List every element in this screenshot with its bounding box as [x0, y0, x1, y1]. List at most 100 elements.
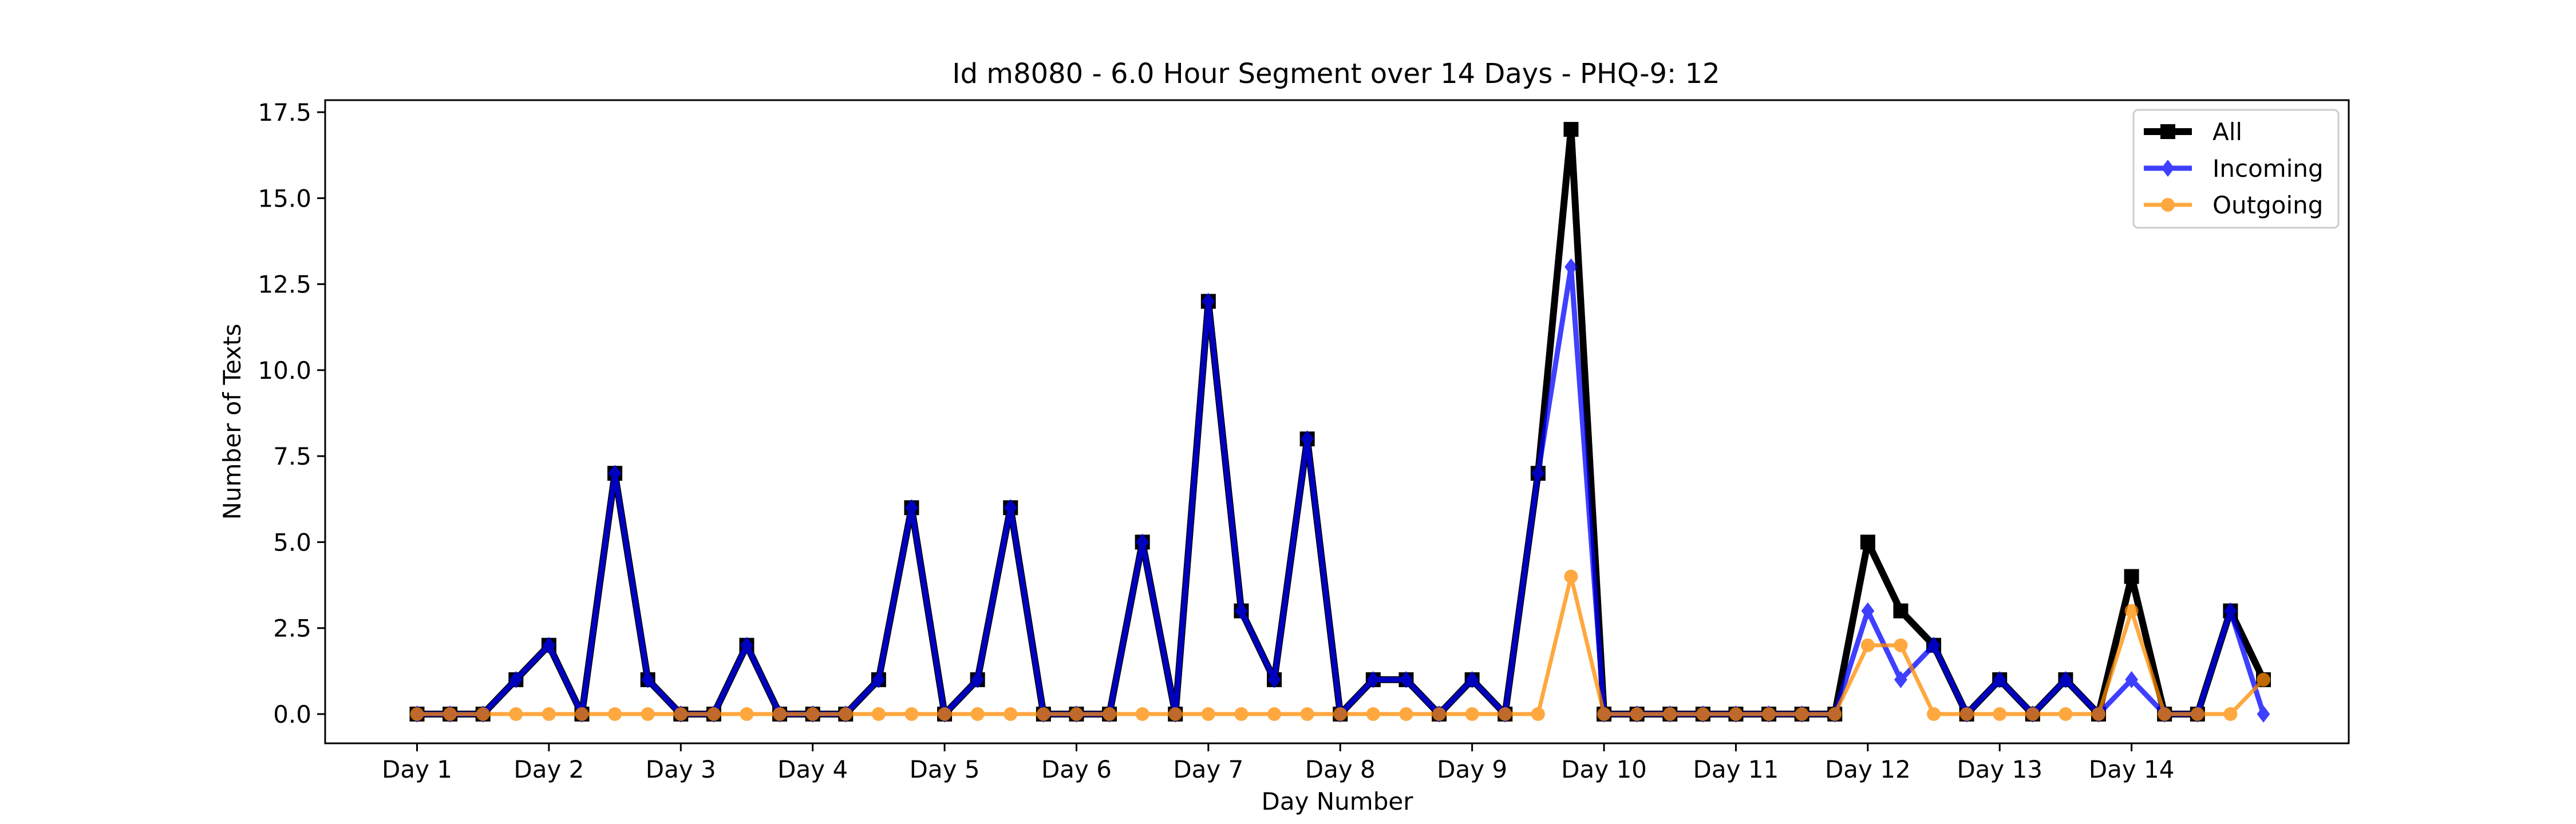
x-tick-label: Day 10: [1561, 755, 1647, 783]
data-point-outgoing: [970, 707, 985, 721]
y-tick-label: 15.0: [258, 184, 311, 212]
data-point-incoming: [509, 671, 523, 688]
x-tick-label: Day 6: [1041, 755, 1112, 783]
data-point-outgoing: [2190, 707, 2204, 721]
data-point-outgoing: [1630, 707, 1644, 721]
data-point-outgoing: [1432, 707, 1447, 721]
data-point-incoming: [1531, 465, 1545, 482]
data-point-outgoing: [1663, 707, 1677, 721]
data-point-outgoing: [2059, 707, 2073, 721]
data-point-outgoing: [1993, 707, 2007, 721]
data-point-incoming: [542, 636, 556, 654]
y-tick-label: 7.5: [273, 442, 311, 470]
legend-marker: [2161, 198, 2175, 212]
x-tick-label: Day 13: [1957, 755, 2042, 783]
data-point-incoming: [2257, 705, 2270, 723]
x-tick-label: Day 14: [2089, 755, 2175, 783]
data-point-incoming: [971, 671, 985, 688]
data-point-outgoing: [1135, 707, 1149, 721]
data-point-incoming: [2224, 602, 2237, 620]
data-point-incoming: [740, 636, 753, 654]
data-point-outgoing: [674, 707, 688, 721]
data-point-outgoing: [1465, 707, 1479, 721]
data-point-incoming: [2059, 671, 2072, 688]
data-point-outgoing: [1267, 707, 1282, 721]
data-point-outgoing: [1103, 707, 1117, 721]
data-point-all: [1563, 122, 1579, 137]
data-point-outgoing: [1597, 707, 1611, 721]
y-tick-label: 2.5: [273, 615, 311, 643]
data-point-incoming: [1136, 533, 1149, 551]
x-axis-label: Day Number: [1261, 787, 1413, 815]
data-point-incoming: [1202, 292, 1215, 310]
data-point-outgoing: [938, 707, 952, 721]
data-point-outgoing: [2124, 604, 2139, 618]
x-tick-label: Day 12: [1825, 755, 1911, 783]
legend-label: All: [2212, 118, 2242, 146]
series-layer: [409, 122, 2271, 723]
data-point-outgoing: [1795, 707, 1809, 721]
chart-title: Id m8080 - 6.0 Hour Segment over 14 Days…: [952, 58, 1720, 90]
data-point-outgoing: [1531, 707, 1545, 721]
data-point-incoming: [2125, 671, 2139, 688]
data-point-outgoing: [1762, 707, 1776, 721]
data-point-outgoing: [839, 707, 853, 721]
data-point-incoming: [641, 671, 655, 688]
legend-label: Incoming: [2212, 154, 2324, 183]
legend: All Incoming Outgoing: [2132, 109, 2340, 229]
data-point-outgoing: [1894, 638, 1908, 652]
data-point-outgoing: [641, 707, 655, 721]
data-point-outgoing: [2092, 707, 2106, 721]
data-point-outgoing: [773, 707, 787, 721]
y-tick-label: 5.0: [273, 528, 311, 556]
data-point-outgoing: [1729, 707, 1743, 721]
x-tick-label: Day 2: [513, 755, 584, 783]
legend-entry: [2144, 124, 2192, 139]
series-incoming: [410, 258, 2270, 723]
data-point-outgoing: [1564, 569, 1578, 584]
data-point-incoming: [1235, 602, 1248, 620]
data-point-outgoing: [542, 707, 556, 721]
data-point-all: [1860, 534, 1875, 550]
data-point-incoming: [1465, 671, 1479, 688]
x-tick-label: Day 3: [646, 755, 716, 783]
plot-area-frame: [324, 99, 2350, 744]
data-point-outgoing: [1234, 707, 1249, 721]
y-tick-label: 17.5: [258, 98, 311, 126]
data-point-incoming: [1861, 602, 1875, 620]
data-point-outgoing: [1069, 707, 1084, 721]
data-point-outgoing: [1828, 707, 1842, 721]
data-point-outgoing: [1201, 707, 1215, 721]
data-point-outgoing: [476, 707, 490, 721]
x-tick-label: Day 5: [910, 755, 980, 783]
data-point-outgoing: [871, 707, 886, 721]
data-point-outgoing: [904, 707, 919, 721]
legend-entry: [2144, 160, 2192, 177]
data-point-outgoing: [2158, 707, 2172, 721]
x-tick-label: Day 7: [1173, 755, 1243, 783]
data-point-incoming: [1564, 258, 1578, 276]
data-point-outgoing: [1003, 707, 1018, 721]
data-point-outgoing: [2025, 707, 2040, 721]
data-point-outgoing: [1696, 707, 1710, 721]
data-point-outgoing: [575, 707, 589, 721]
data-point-incoming: [608, 465, 622, 482]
legend-marker: [2160, 124, 2175, 139]
data-point-outgoing: [1300, 707, 1314, 721]
data-point-outgoing: [410, 707, 424, 721]
data-point-outgoing: [1927, 707, 1941, 721]
data-point-outgoing: [1498, 707, 1512, 721]
legend-label: Outgoing: [2212, 191, 2323, 219]
y-axis-ticks: 0.0 2.5 5.0 7.5 10.0 12.5 15.0 17.5: [258, 98, 325, 728]
series-line-incoming: [417, 264, 2266, 717]
series-line-all: [417, 126, 2267, 718]
y-tick-label: 12.5: [258, 271, 311, 299]
data-point-outgoing: [1399, 707, 1413, 721]
y-axis-label: Number of Texts: [218, 324, 246, 520]
data-point-incoming: [1993, 671, 2006, 688]
data-point-all: [1893, 603, 1909, 619]
data-point-outgoing: [1168, 707, 1183, 721]
data-point-outgoing: [740, 707, 754, 721]
x-tick-label: Day 11: [1693, 755, 1779, 783]
y-tick-label: 10.0: [258, 356, 311, 385]
